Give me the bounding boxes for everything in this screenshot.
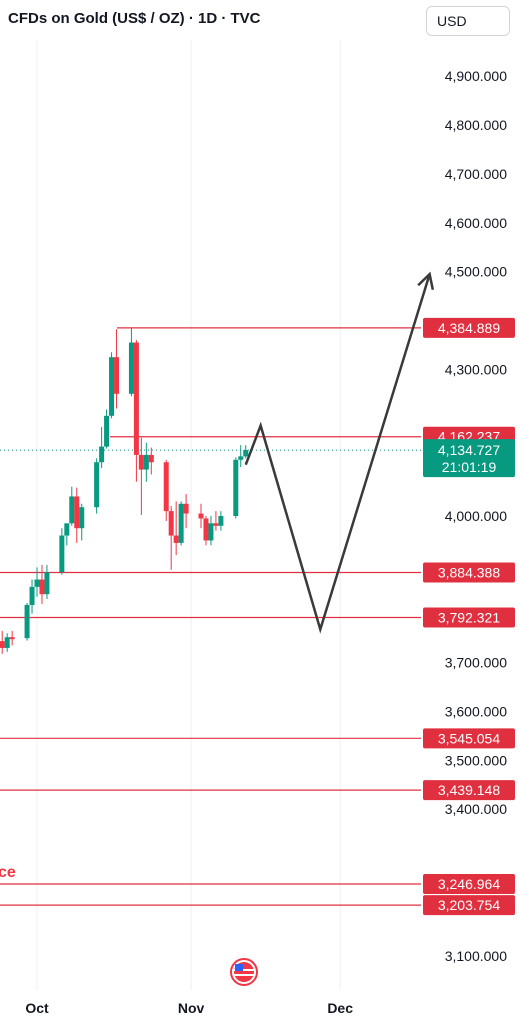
- candle-body-up: [243, 450, 249, 457]
- candle-body-up: [29, 586, 35, 605]
- candle-body-down: [138, 454, 144, 470]
- level-price-label: 3,203.754: [438, 897, 500, 913]
- projection-arrow: [244, 271, 435, 634]
- time-tick-label: Dec: [327, 1000, 353, 1016]
- price-tick-label: 4,800.000: [445, 117, 507, 133]
- chart-gridlines: [36, 40, 341, 990]
- level-price-tag: [423, 780, 515, 801]
- candle-body-up: [128, 342, 134, 394]
- currency-selector[interactable]: USD: [426, 6, 510, 36]
- level-price-tag: [423, 317, 515, 338]
- candle-body-down: [183, 503, 189, 514]
- candle-body-up: [24, 604, 30, 639]
- candle-body-up: [99, 446, 105, 463]
- projection-arrowhead: [417, 271, 435, 291]
- candle-body-up: [143, 454, 149, 470]
- level-price-label: 3,439.148: [438, 782, 500, 798]
- candle-body-down: [168, 511, 174, 536]
- price-axis[interactable]: 3,100.000 3,400.000 3,500.000 3,600.000 3,70…: [445, 68, 507, 964]
- candle-body-up: [218, 516, 224, 526]
- level-price-tag: [423, 874, 515, 895]
- candle-body-down: [213, 523, 219, 526]
- level-price-label: 3,246.964: [438, 876, 500, 892]
- price-tick-label: 3,500.000: [445, 752, 507, 768]
- price-tick-label: 4,300.000: [445, 361, 507, 377]
- candle-body-up: [79, 507, 85, 529]
- time-tick-label: Nov: [178, 1000, 205, 1016]
- annotation-text: ce: [0, 864, 16, 881]
- candle-body-up: [208, 523, 214, 541]
- candle-body-up: [4, 637, 10, 648]
- candle-body-up: [233, 459, 239, 516]
- chart-title: CFDs on Gold (US$ / OZ) · 1D · TVC: [8, 10, 261, 27]
- candle-body-up: [109, 357, 115, 416]
- candle-body-down: [9, 637, 15, 640]
- level-price-tag: [423, 562, 515, 583]
- price-tick-label: 4,000.000: [445, 508, 507, 524]
- level-price-label: 3,545.054: [438, 730, 500, 746]
- candle-body-up: [69, 496, 75, 524]
- level-price-tag: [423, 728, 515, 749]
- candle-body-up: [64, 523, 70, 536]
- level-price-label: 4,384.889: [438, 320, 500, 336]
- price-labels: 4,384.8894,162.2373,884.3883,792.3213,54…: [423, 317, 515, 916]
- price-tick-label: 4,500.000: [445, 264, 507, 280]
- candlestick-series: [0, 327, 249, 654]
- candle-body-up: [44, 572, 50, 595]
- time-axis[interactable]: Oct Nov Dec: [25, 1000, 353, 1016]
- candle-body-down: [203, 518, 209, 541]
- price-tick-label: 4,600.000: [445, 215, 507, 231]
- level-price-label: 3,884.388: [438, 564, 500, 580]
- candle-body-up: [238, 456, 244, 460]
- price-tick-label: 3,100.000: [445, 948, 507, 964]
- support-resistance-levels: [0, 327, 421, 906]
- us-flag-icon[interactable]: [230, 958, 258, 986]
- candle-body-down: [148, 454, 154, 463]
- candle-body-down: [0, 641, 5, 648]
- candle-body-down: [163, 462, 169, 512]
- candle-body-down: [74, 496, 80, 529]
- candle-body-up: [178, 503, 184, 543]
- price-tick-label: 3,700.000: [445, 655, 507, 671]
- level-price-tag: [423, 607, 515, 628]
- price-tick-label: 4,700.000: [445, 166, 507, 182]
- level-price-tag: [423, 895, 515, 916]
- countdown-label: 21:01:19: [442, 459, 497, 475]
- candle-body-up: [104, 415, 110, 447]
- candle-body-up: [94, 462, 100, 508]
- candle-body-down: [173, 535, 179, 543]
- candle-body-down: [133, 342, 139, 455]
- candle-body-up: [34, 579, 40, 587]
- projection-path: [244, 273, 431, 634]
- candle-body-down: [39, 579, 45, 595]
- level-price-label: 3,792.321: [438, 609, 500, 625]
- current-price-tag: [423, 439, 515, 478]
- candle-body-down: [114, 357, 120, 394]
- candle-body-down: [198, 513, 204, 519]
- price-tick-label: 3,600.000: [445, 703, 507, 719]
- price-tick-label: 4,900.000: [445, 68, 507, 84]
- price-tick-label: 3,400.000: [445, 801, 507, 817]
- time-tick-label: Oct: [25, 1000, 49, 1016]
- current-price-label: 4,134.727: [438, 442, 500, 458]
- candle-body-up: [59, 535, 65, 573]
